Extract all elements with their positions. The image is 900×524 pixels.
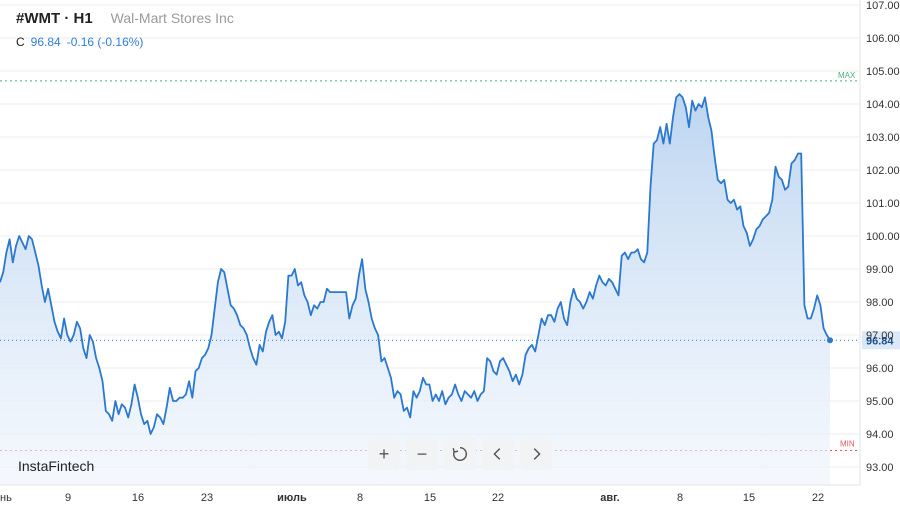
x-tick-label: 8 bbox=[677, 492, 683, 504]
plus-icon: + bbox=[378, 443, 390, 464]
last-price-value: 96.84 bbox=[866, 335, 894, 347]
x-tick-label: 22 bbox=[492, 492, 504, 504]
x-tick-label: 22 bbox=[812, 492, 824, 504]
y-tick-label: 98.00 bbox=[866, 297, 894, 309]
x-tick-label: июль bbox=[277, 492, 307, 504]
prev-button[interactable] bbox=[482, 438, 514, 470]
x-tick-label: 8 bbox=[357, 492, 363, 504]
area-fill bbox=[0, 94, 830, 485]
brand-logo: InstaFintech bbox=[18, 458, 95, 474]
y-axis: 107.00 106.00 105.00 104.00 103.00 102.00 101.… bbox=[866, 0, 900, 474]
y-tick-label: 106.00 bbox=[866, 33, 900, 45]
x-tick-label: 23 bbox=[201, 492, 213, 504]
close-label: C bbox=[16, 35, 25, 49]
y-tick-label: 105.00 bbox=[866, 66, 900, 78]
chevron-left-icon bbox=[493, 448, 501, 460]
zoom-in-button[interactable]: + bbox=[368, 438, 400, 470]
last-price-marker: 96.84 bbox=[0, 331, 900, 350]
y-tick-label: 104.00 bbox=[866, 99, 900, 111]
y-tick-label: 95.00 bbox=[866, 396, 894, 408]
reset-icon bbox=[452, 446, 468, 462]
last-price-dot bbox=[827, 337, 833, 344]
next-button[interactable] bbox=[520, 438, 552, 470]
y-tick-label: 107.00 bbox=[866, 0, 900, 12]
x-axis: нь 9 23 июль 8 15 22 авг. 8 15 22 16 bbox=[0, 484, 860, 504]
company-name: Wal-Mart Stores Inc bbox=[110, 10, 234, 26]
close-value: 96.84 bbox=[30, 35, 61, 49]
x-tick-label: 15 bbox=[743, 492, 755, 504]
minus-icon: − bbox=[416, 443, 428, 464]
reset-button[interactable] bbox=[444, 438, 476, 470]
series-line bbox=[0, 93, 831, 435]
y-tick-label: 100.00 bbox=[866, 231, 900, 243]
quote-row: C 96.84 -0.16 (-0.16%) bbox=[16, 35, 234, 49]
x-tick-label: 9 bbox=[65, 492, 71, 504]
x-tick-label: 16 bbox=[132, 492, 144, 504]
price-area bbox=[0, 94, 830, 485]
y-tick-label: 101.00 bbox=[866, 198, 900, 210]
y-tick-label: 94.00 bbox=[866, 429, 894, 441]
x-tick-label: авг. bbox=[600, 492, 619, 504]
price-line bbox=[0, 93, 831, 435]
max-label: MAX bbox=[838, 71, 856, 80]
x-tick-label: 15 bbox=[424, 492, 436, 504]
y-tick-label: 102.00 bbox=[866, 165, 900, 177]
min-label: MIN bbox=[840, 440, 855, 449]
zoom-out-button[interactable]: − bbox=[406, 438, 438, 470]
symbol-label[interactable]: #WMT · H1 bbox=[16, 10, 93, 27]
y-tick-label: 93.00 bbox=[866, 462, 894, 474]
last-price-tag bbox=[862, 331, 900, 350]
chart-toolbar: + − bbox=[368, 438, 552, 470]
chart-header: #WMT · H1 Wal-Mart Stores Inc C 96.84 -0… bbox=[16, 10, 234, 49]
y-tick-label: 99.00 bbox=[866, 264, 894, 276]
y-tick-label: 96.00 bbox=[866, 363, 894, 375]
y-tick-label: 103.00 bbox=[866, 132, 900, 144]
y-tick-label: 97.00 bbox=[866, 330, 894, 342]
chevron-right-icon bbox=[533, 448, 541, 460]
change-value: -0.16 (-0.16%) bbox=[66, 35, 144, 49]
x-tick-label: нь bbox=[0, 492, 12, 504]
